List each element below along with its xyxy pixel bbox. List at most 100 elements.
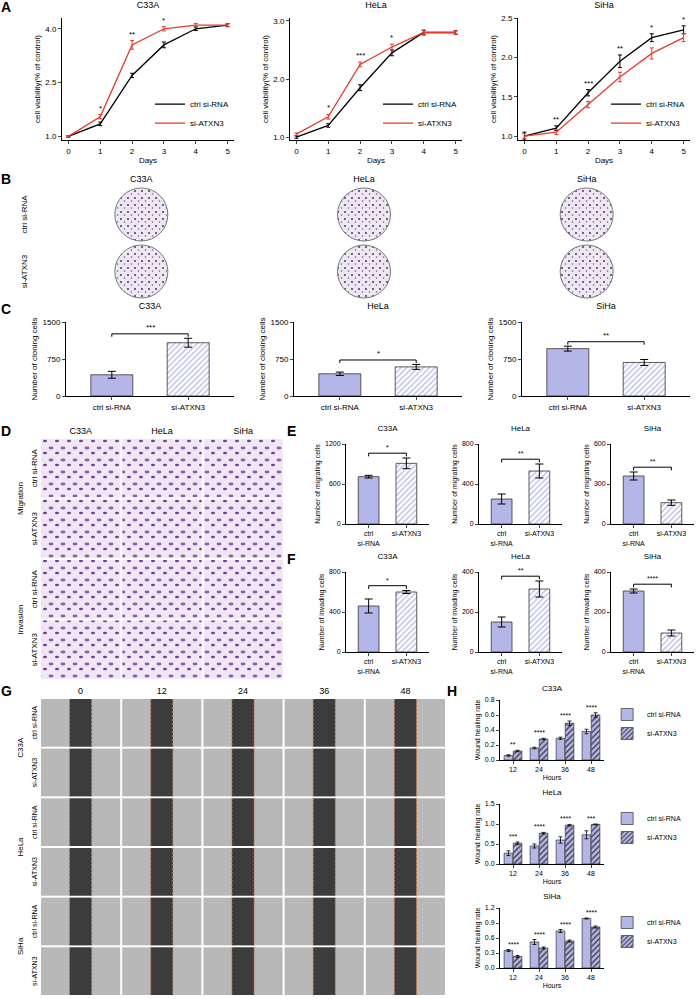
svg-text:400: 400 <box>329 608 341 615</box>
svg-text:5: 5 <box>225 147 230 156</box>
svg-text:300: 300 <box>594 480 606 487</box>
svg-text:ctrlsi-RNA: ctrlsi-RNA <box>490 658 512 674</box>
svg-text:12: 12 <box>157 686 167 696</box>
svg-text:si-ATXN3: si-ATXN3 <box>524 530 554 537</box>
svg-text:C33A: C33A <box>377 552 398 561</box>
svg-text:36: 36 <box>561 766 569 773</box>
svg-text:1: 1 <box>98 147 103 156</box>
svg-text:G: G <box>1 683 12 699</box>
svg-text:*: * <box>650 23 653 32</box>
svg-text:0.3: 0.3 <box>485 949 495 956</box>
svg-text:ctrl si-RNA: ctrl si-RNA <box>418 100 457 109</box>
svg-text:Number of migrating cells: Number of migrating cells <box>583 444 591 524</box>
svg-text:0: 0 <box>56 392 61 401</box>
svg-text:****: **** <box>508 941 519 948</box>
svg-text:750: 750 <box>275 355 289 364</box>
svg-text:0: 0 <box>66 147 71 156</box>
svg-text:si-ATXN3: si-ATXN3 <box>646 119 680 128</box>
svg-text:si-ATXN3: si-ATXN3 <box>31 758 38 788</box>
svg-text:0.0: 0.0 <box>485 860 495 867</box>
svg-text:24: 24 <box>535 974 543 981</box>
svg-text:SiHa: SiHa <box>644 424 662 433</box>
svg-text:4: 4 <box>422 147 427 156</box>
svg-text:*: * <box>386 444 389 451</box>
svg-text:200: 200 <box>594 608 606 615</box>
svg-text:0.6: 0.6 <box>485 711 495 718</box>
svg-text:ctrlsi-RNA: ctrlsi-RNA <box>490 530 512 546</box>
svg-text:0: 0 <box>337 520 341 527</box>
svg-text:A: A <box>1 0 11 15</box>
svg-text:Wound healing rate: Wound healing rate <box>474 700 482 761</box>
svg-text:4: 4 <box>650 147 655 156</box>
svg-text:0: 0 <box>469 520 473 527</box>
svg-text:HeLa: HeLa <box>542 788 562 797</box>
svg-text:3: 3 <box>162 147 167 156</box>
svg-text:2: 2 <box>130 147 135 156</box>
svg-text:**: ** <box>650 458 656 465</box>
svg-text:***: *** <box>587 815 595 822</box>
svg-text:48: 48 <box>587 766 595 773</box>
svg-text:1500: 1500 <box>499 318 517 327</box>
svg-text:Number of cloning cells: Number of cloning cells <box>486 317 495 400</box>
svg-text:****: **** <box>534 823 545 830</box>
svg-text:SiHa: SiHa <box>234 426 254 436</box>
svg-text:1500: 1500 <box>271 318 289 327</box>
svg-text:36: 36 <box>319 686 329 696</box>
svg-text:si-ATXN3: si-ATXN3 <box>657 530 687 537</box>
svg-text:1.0: 1.0 <box>485 820 495 827</box>
svg-text:SiHa: SiHa <box>644 552 662 561</box>
svg-text:HeLa: HeLa <box>367 302 389 311</box>
svg-text:HeLa: HeLa <box>511 424 531 433</box>
svg-text:*: * <box>99 104 102 113</box>
svg-text:2.0: 2.0 <box>501 53 513 62</box>
svg-text:Days: Days <box>367 156 385 165</box>
svg-text:1: 1 <box>554 147 559 156</box>
svg-text:0: 0 <box>512 392 517 401</box>
svg-text:Wound healing rate: Wound healing rate <box>474 804 482 865</box>
svg-text:si-ATXN3: si-ATXN3 <box>392 658 422 665</box>
svg-text:3: 3 <box>390 147 395 156</box>
svg-text:ctrl si-RNA: ctrl si-RNA <box>31 706 38 740</box>
svg-text:***: *** <box>146 323 155 332</box>
svg-text:si-ATXN3: si-ATXN3 <box>418 119 452 128</box>
svg-text:ctrl si-RNA: ctrl si-RNA <box>647 815 681 822</box>
svg-text:***: *** <box>356 51 365 60</box>
svg-text:2.5: 2.5 <box>501 14 513 23</box>
svg-text:**: ** <box>603 331 609 340</box>
svg-text:Migration: Migration <box>16 482 25 515</box>
svg-text:1: 1 <box>326 147 331 156</box>
svg-text:0.9: 0.9 <box>485 919 495 926</box>
svg-text:ctrl si-RNA: ctrl si-RNA <box>31 805 38 839</box>
svg-text:4: 4 <box>194 147 199 156</box>
svg-text:HeLa: HeLa <box>353 174 375 184</box>
svg-text:0: 0 <box>294 147 299 156</box>
svg-text:C33A: C33A <box>542 684 563 693</box>
svg-text:ctrl si-RNA: ctrl si-RNA <box>31 904 38 938</box>
svg-text:2: 2 <box>586 147 591 156</box>
svg-text:***: *** <box>584 79 593 88</box>
svg-text:ctrl si-RNA: ctrl si-RNA <box>190 100 229 109</box>
svg-text:Wound healing rate: Wound healing rate <box>474 908 482 969</box>
svg-text:0.8: 0.8 <box>485 696 495 703</box>
svg-text:3.0: 3.0 <box>273 17 285 26</box>
svg-text:****: **** <box>534 931 545 938</box>
svg-text:****: **** <box>647 575 658 582</box>
svg-text:C33A: C33A <box>130 174 153 184</box>
svg-text:ctrl si-RNA: ctrl si-RNA <box>30 569 39 608</box>
svg-text:750: 750 <box>47 355 61 364</box>
svg-text:****: **** <box>586 909 597 916</box>
svg-text:****: **** <box>586 704 597 711</box>
svg-text:1.0: 1.0 <box>273 133 285 142</box>
svg-text:600: 600 <box>594 440 606 447</box>
svg-text:si-ATXN3: si-ATXN3 <box>171 403 205 412</box>
svg-text:Hours: Hours <box>543 774 562 781</box>
svg-text:Number of migrating cells: Number of migrating cells <box>314 444 322 524</box>
svg-text:36: 36 <box>561 974 569 981</box>
svg-text:*: * <box>386 577 389 584</box>
svg-text:200: 200 <box>462 608 474 615</box>
svg-text:400: 400 <box>594 568 606 575</box>
svg-text:cell viability(% of control): cell viability(% of control) <box>261 35 270 123</box>
svg-text:SiHa: SiHa <box>543 892 561 901</box>
svg-text:C33A: C33A <box>16 737 25 758</box>
svg-text:HeLa: HeLa <box>365 0 387 10</box>
